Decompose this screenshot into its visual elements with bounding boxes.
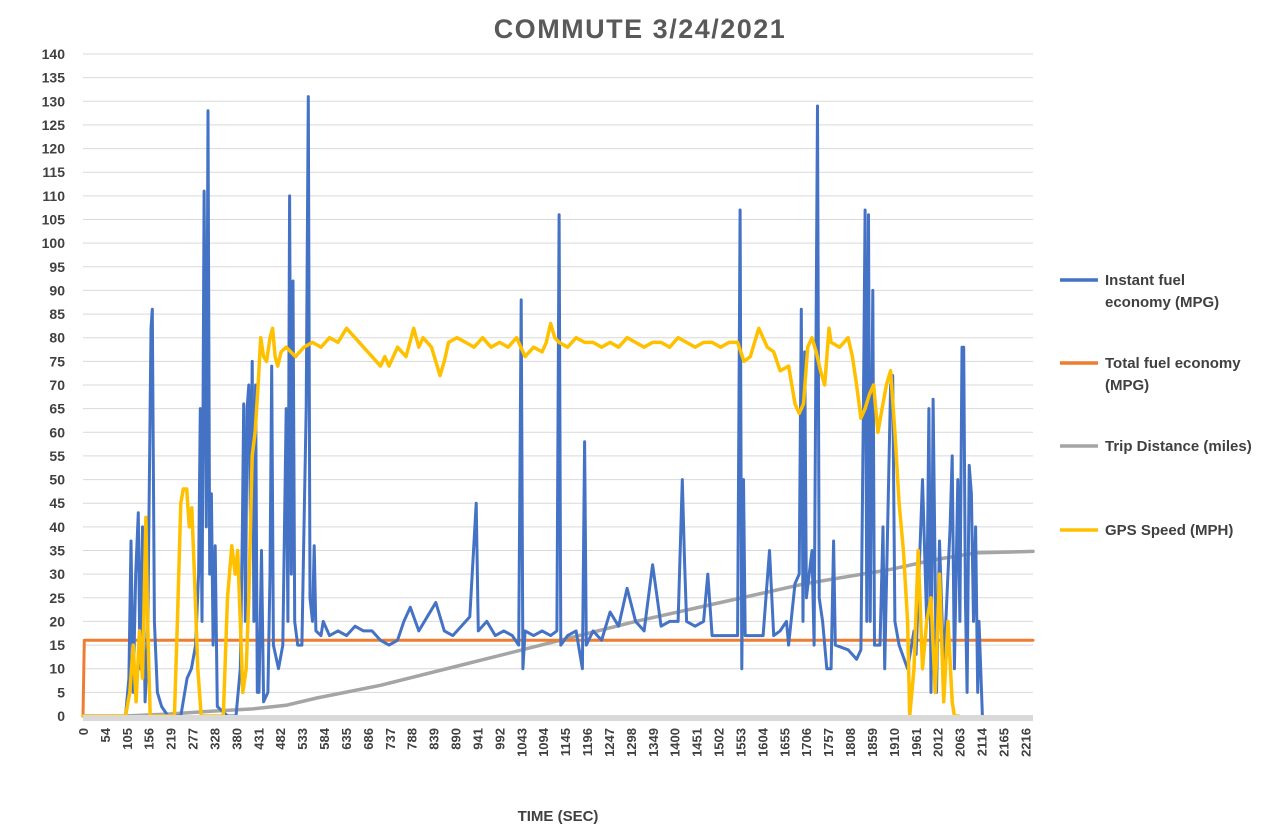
- x-tick-label: 1196: [580, 728, 595, 756]
- x-axis-ticks: 0 54 105 156 219 277 328 380 431 482 533 584 635 686 7…: [76, 727, 1033, 757]
- x-tick-label: 635: [339, 728, 354, 750]
- x-tick-label: 1910: [887, 728, 902, 757]
- legend-label: Trip Distance (miles): [1105, 438, 1252, 455]
- x-tick-label: 2216: [1018, 728, 1033, 757]
- x-tick-label: 2012: [931, 728, 946, 757]
- y-tick-label: 40: [49, 519, 65, 535]
- y-tick-label: 5: [57, 684, 65, 700]
- x-tick-label: 1655: [777, 728, 792, 757]
- y-tick-label: 35: [49, 543, 65, 559]
- x-tick-label: 2114: [975, 727, 990, 756]
- series-line-0: [81, 95, 984, 718]
- y-tick-label: 20: [49, 613, 65, 629]
- x-tick-label: 737: [383, 728, 398, 750]
- x-tick-label: 788: [405, 728, 420, 750]
- y-tick-label: 65: [49, 401, 65, 417]
- x-tick-label: 1961: [909, 728, 924, 757]
- y-tick-label: 80: [49, 330, 65, 346]
- x-tick-label: 686: [361, 728, 376, 750]
- y-tick-label: 130: [42, 93, 66, 109]
- y-tick-label: 60: [49, 424, 65, 440]
- x-tick-label: 1757: [821, 728, 836, 757]
- y-tick-label: 30: [49, 566, 65, 582]
- y-tick-label: 105: [42, 212, 66, 228]
- x-tick-label: 1298: [624, 728, 639, 757]
- x-tick-label: 2165: [996, 728, 1011, 757]
- x-tick-label: 1349: [646, 728, 661, 757]
- x-tick-label: 1502: [712, 728, 727, 757]
- x-tick-label: 54: [98, 727, 113, 742]
- y-tick-label: 115: [42, 164, 65, 180]
- x-tick-label: 533: [295, 728, 310, 750]
- x-tick-label: 1451: [690, 728, 705, 757]
- x-tick-label: 482: [273, 728, 288, 750]
- x-tick-label: 328: [207, 728, 222, 750]
- x-tick-label: 584: [317, 727, 332, 749]
- x-tick-label: 1808: [843, 728, 858, 757]
- x-axis-label: TIME (SEC): [518, 808, 599, 825]
- y-tick-label: 135: [42, 70, 66, 86]
- x-tick-label: 380: [229, 728, 244, 750]
- legend-label: GPS Speed (MPH): [1105, 522, 1233, 539]
- x-tick-label: 0: [76, 728, 91, 735]
- y-tick-label: 140: [42, 46, 66, 62]
- x-tick-label: 105: [120, 728, 135, 750]
- x-tick-label: 839: [427, 728, 442, 750]
- x-tick-label: 1604: [755, 727, 770, 757]
- x-tick-label: 277: [186, 728, 201, 750]
- y-tick-label: 70: [49, 377, 65, 393]
- legend-label: Total fuel economy (MPG): [1105, 355, 1241, 394]
- x-axis-baseline: [83, 715, 1033, 721]
- series-line-1: [81, 638, 1035, 718]
- x-tick-label: 1145: [558, 728, 573, 756]
- y-tick-label: 45: [49, 495, 65, 511]
- y-tick-label: 55: [49, 448, 65, 464]
- legend-label: Instant fuel economy (MPG): [1105, 272, 1219, 311]
- y-tick-label: 50: [49, 472, 65, 488]
- x-tick-label: 156: [142, 728, 157, 750]
- x-tick-label: 2063: [953, 728, 968, 757]
- y-tick-label: 10: [49, 661, 65, 677]
- x-tick-label: 992: [492, 728, 507, 750]
- x-tick-label: 941: [470, 728, 485, 750]
- y-tick-label: 0: [57, 708, 65, 724]
- y-axis-ticks: 0 5 10 15 20 25 30 35 40 45 50 55 60 65 70 75 80 85 90 95 10…: [42, 46, 66, 724]
- y-tick-label: 95: [49, 259, 65, 275]
- x-tick-label: 1247: [602, 728, 617, 757]
- x-tick-label: 1706: [799, 728, 814, 757]
- plot-area: [81, 95, 1035, 718]
- x-tick-label: 1553: [733, 728, 748, 757]
- x-tick-label: 431: [251, 728, 266, 750]
- y-tick-label: 15: [49, 637, 65, 653]
- y-tick-label: 90: [49, 282, 65, 298]
- y-tick-label: 100: [42, 235, 66, 251]
- y-tick-label: 125: [42, 117, 66, 133]
- x-tick-label: 1094: [536, 727, 551, 757]
- chart-title: COMMUTE 3/24/2021: [494, 14, 787, 44]
- x-tick-label: 1043: [514, 728, 529, 757]
- y-tick-label: 110: [42, 188, 65, 204]
- y-tick-label: 85: [49, 306, 65, 322]
- x-tick-label: 1859: [865, 728, 880, 757]
- y-tick-label: 120: [42, 141, 66, 157]
- y-tick-label: 25: [49, 590, 65, 606]
- legend: Instant fuel economy (MPG) Total fuel econ…: [1060, 272, 1252, 539]
- x-tick-label: 219: [164, 728, 179, 750]
- x-tick-label: 1400: [668, 728, 683, 757]
- axis-baseline: [83, 715, 1033, 721]
- y-tick-label: 75: [49, 353, 65, 369]
- x-tick-label: 890: [449, 728, 464, 750]
- series-line-3: [81, 321, 961, 718]
